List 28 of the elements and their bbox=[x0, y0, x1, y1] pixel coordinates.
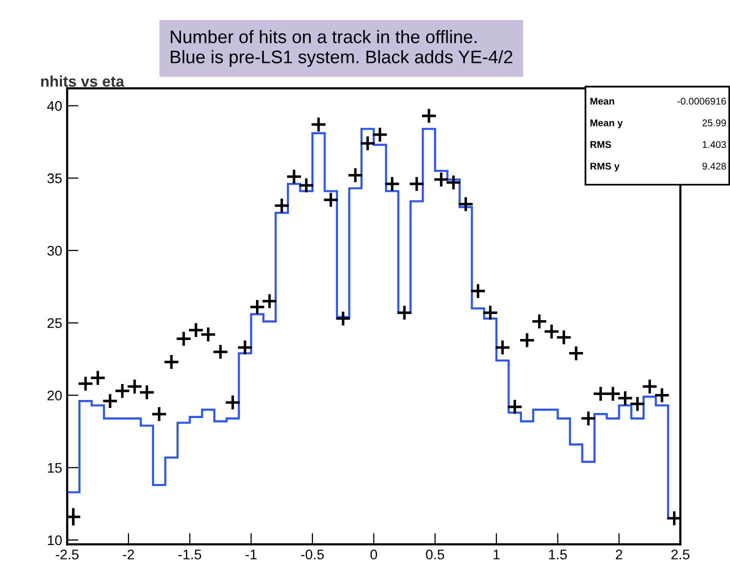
x-tick-label: 2.5 bbox=[671, 550, 690, 560]
y-tick-label: 10 bbox=[48, 535, 62, 546]
y-tick-label: 40 bbox=[47, 101, 62, 111]
chart-title: nhits vs eta bbox=[41, 76, 124, 87]
y-tick-label: 15 bbox=[48, 463, 62, 473]
y-tick-label: 35 bbox=[47, 173, 62, 184]
text: 9.428 bbox=[702, 162, 726, 170]
annotation: Mean bbox=[590, 98, 614, 105]
text: 25.99 bbox=[702, 119, 726, 126]
x-tick-label: 2 bbox=[616, 550, 622, 560]
x-tick-label: 1.5 bbox=[549, 550, 567, 560]
x-tick-label: 1 bbox=[494, 550, 500, 560]
y-tick-label: 20 bbox=[48, 390, 62, 400]
x-tick-label: -2 bbox=[122, 550, 134, 560]
annotation: RMS bbox=[590, 141, 612, 148]
x-tick-label: 0.5 bbox=[426, 550, 444, 560]
x-tick-label: -1.5 bbox=[178, 550, 202, 560]
text: 1.403 bbox=[702, 141, 726, 148]
x-tick-label: 0 bbox=[370, 550, 378, 560]
y-tick-label: 30 bbox=[47, 246, 62, 256]
text: Number of hits on a track in the offline. Blue is pre-LS1 system. Black adds YE-4/2 bbox=[170, 30, 512, 67]
x-tick-label: -0.5 bbox=[301, 550, 324, 560]
annotation: Mean y bbox=[590, 120, 623, 128]
annotation: -0.0006916 bbox=[678, 98, 726, 105]
annotation: RMS y bbox=[590, 162, 620, 172]
x-tick-label: -2.5 bbox=[56, 550, 79, 560]
x-tick-label: -1 bbox=[246, 550, 257, 560]
y-tick-label: 25 bbox=[48, 318, 62, 328]
